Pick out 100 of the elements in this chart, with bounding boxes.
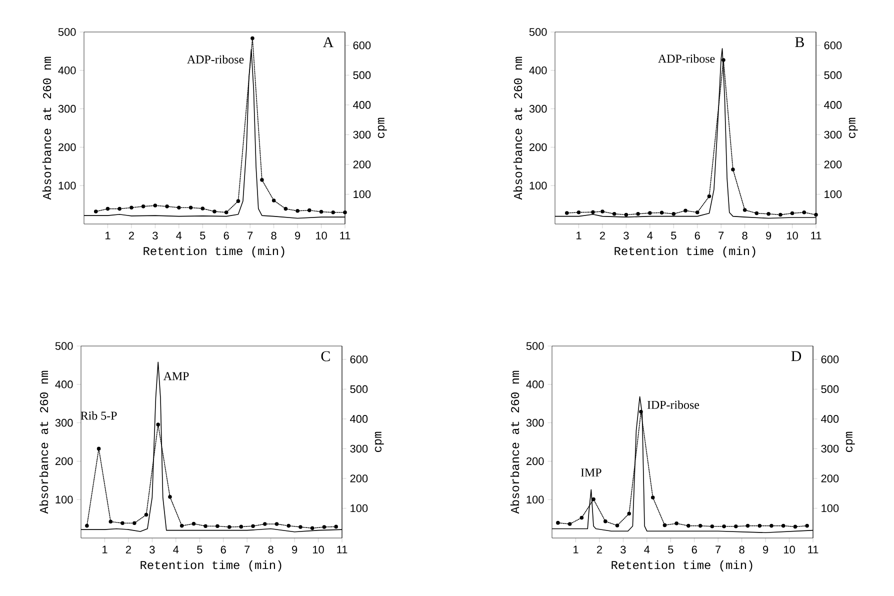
point bbox=[118, 206, 122, 211]
x-tick-label: 1 bbox=[106, 232, 110, 240]
point bbox=[746, 524, 750, 528]
point bbox=[120, 521, 124, 526]
point bbox=[695, 210, 700, 214]
point bbox=[165, 204, 169, 208]
point bbox=[132, 521, 136, 526]
point bbox=[639, 410, 643, 414]
y2-axis-title: cpm bbox=[378, 118, 387, 138]
x-tick-label: 6 bbox=[694, 232, 700, 240]
annotation: ADP-ribose bbox=[187, 55, 244, 64]
point bbox=[600, 210, 604, 214]
point bbox=[781, 524, 786, 528]
point bbox=[707, 194, 712, 198]
y-axis-title: Absorbance at 260 nm bbox=[39, 370, 48, 514]
x-tick-label: 7 bbox=[716, 546, 721, 554]
x-tick-label: 10 bbox=[784, 546, 795, 554]
point bbox=[592, 497, 596, 502]
point bbox=[624, 212, 628, 217]
point bbox=[260, 178, 264, 182]
point bbox=[284, 206, 288, 211]
point bbox=[722, 58, 726, 62]
point bbox=[636, 212, 640, 216]
point bbox=[106, 206, 110, 211]
point bbox=[604, 519, 608, 524]
chart-title: D bbox=[791, 351, 802, 362]
y2-tick-label: 400 bbox=[821, 415, 839, 423]
point bbox=[576, 210, 581, 214]
point bbox=[674, 522, 678, 526]
point bbox=[319, 210, 324, 214]
point bbox=[805, 524, 809, 528]
x-axis-title: Retention time (min) bbox=[144, 246, 284, 258]
x-tick-label: 8 bbox=[742, 232, 748, 240]
point bbox=[343, 210, 347, 214]
y2-axis-title: cpm bbox=[374, 432, 384, 452]
point bbox=[591, 210, 595, 214]
y2-tick-label: 100 bbox=[824, 190, 842, 198]
y2-tick-label: 500 bbox=[353, 71, 371, 80]
point bbox=[742, 208, 747, 212]
x-tick-label: 9 bbox=[766, 232, 772, 240]
y-axis-title: Absorbance at 260 nm bbox=[42, 56, 52, 200]
y2-tick-label: 500 bbox=[350, 385, 368, 394]
point bbox=[331, 210, 336, 214]
x-tick-label: 7 bbox=[244, 546, 250, 554]
y-tick-label: 100 bbox=[530, 182, 547, 190]
x-tick-label: 5 bbox=[668, 546, 674, 554]
point bbox=[790, 211, 794, 216]
y2-tick-label: 400 bbox=[353, 101, 371, 109]
annotation: IMP bbox=[580, 468, 602, 476]
annotation: IDP-ribose bbox=[647, 400, 700, 409]
point bbox=[144, 512, 148, 517]
point bbox=[224, 210, 228, 214]
point bbox=[108, 520, 113, 524]
x-tick-label: 3 bbox=[624, 232, 629, 240]
x-axis-title: Retention time (min) bbox=[140, 560, 282, 572]
x-tick-label: 4 bbox=[644, 546, 650, 554]
point bbox=[192, 522, 196, 526]
y-tick-label: 500 bbox=[58, 28, 76, 36]
point bbox=[766, 212, 770, 216]
y2-axis-title: cpm bbox=[848, 118, 858, 138]
x-tick-label: 1 bbox=[574, 546, 578, 554]
point bbox=[802, 210, 806, 214]
y2-tick-label: 600 bbox=[353, 42, 371, 50]
point bbox=[168, 495, 172, 499]
x-tick-label: 4 bbox=[173, 546, 179, 554]
x-tick-label: 8 bbox=[271, 232, 276, 240]
x-tick-label: 7 bbox=[718, 232, 724, 240]
point bbox=[612, 212, 616, 216]
x-axis-title: Retention time (min) bbox=[612, 560, 752, 572]
point bbox=[650, 496, 655, 500]
x-tick-label: 10 bbox=[316, 232, 327, 240]
point bbox=[793, 524, 798, 529]
y2-tick-label: 300 bbox=[824, 130, 842, 139]
x-tick-label: 3 bbox=[150, 546, 155, 554]
point bbox=[153, 204, 158, 208]
point bbox=[672, 212, 676, 216]
x-tick-label: 5 bbox=[200, 232, 206, 240]
y-tick-label: 400 bbox=[526, 380, 544, 388]
x-tick-label: 2 bbox=[126, 546, 131, 554]
x-tick-label: 5 bbox=[671, 232, 676, 240]
point bbox=[85, 524, 89, 528]
x-tick-label: 1 bbox=[102, 546, 108, 554]
annotation: AMP bbox=[163, 372, 189, 380]
y2-tick-label: 200 bbox=[350, 474, 368, 482]
y2-tick-label: 200 bbox=[353, 160, 371, 168]
point bbox=[627, 512, 632, 516]
y-axis-title: Absorbance at 260 nm bbox=[510, 370, 520, 514]
x-tick-label: 4 bbox=[176, 232, 182, 240]
point bbox=[334, 524, 338, 529]
x-tick-label: 4 bbox=[647, 232, 653, 240]
y-tick-label: 100 bbox=[56, 496, 73, 504]
x-tick-label: 9 bbox=[292, 546, 298, 554]
x-tick-label: 6 bbox=[224, 232, 229, 240]
annotation: Rib 5-P bbox=[80, 411, 117, 420]
point bbox=[236, 199, 240, 203]
y-tick-label: 300 bbox=[58, 104, 76, 113]
x-tick-label: 10 bbox=[787, 232, 798, 240]
point bbox=[251, 524, 255, 528]
x-tick-label: 7 bbox=[248, 232, 253, 240]
point bbox=[180, 524, 184, 528]
